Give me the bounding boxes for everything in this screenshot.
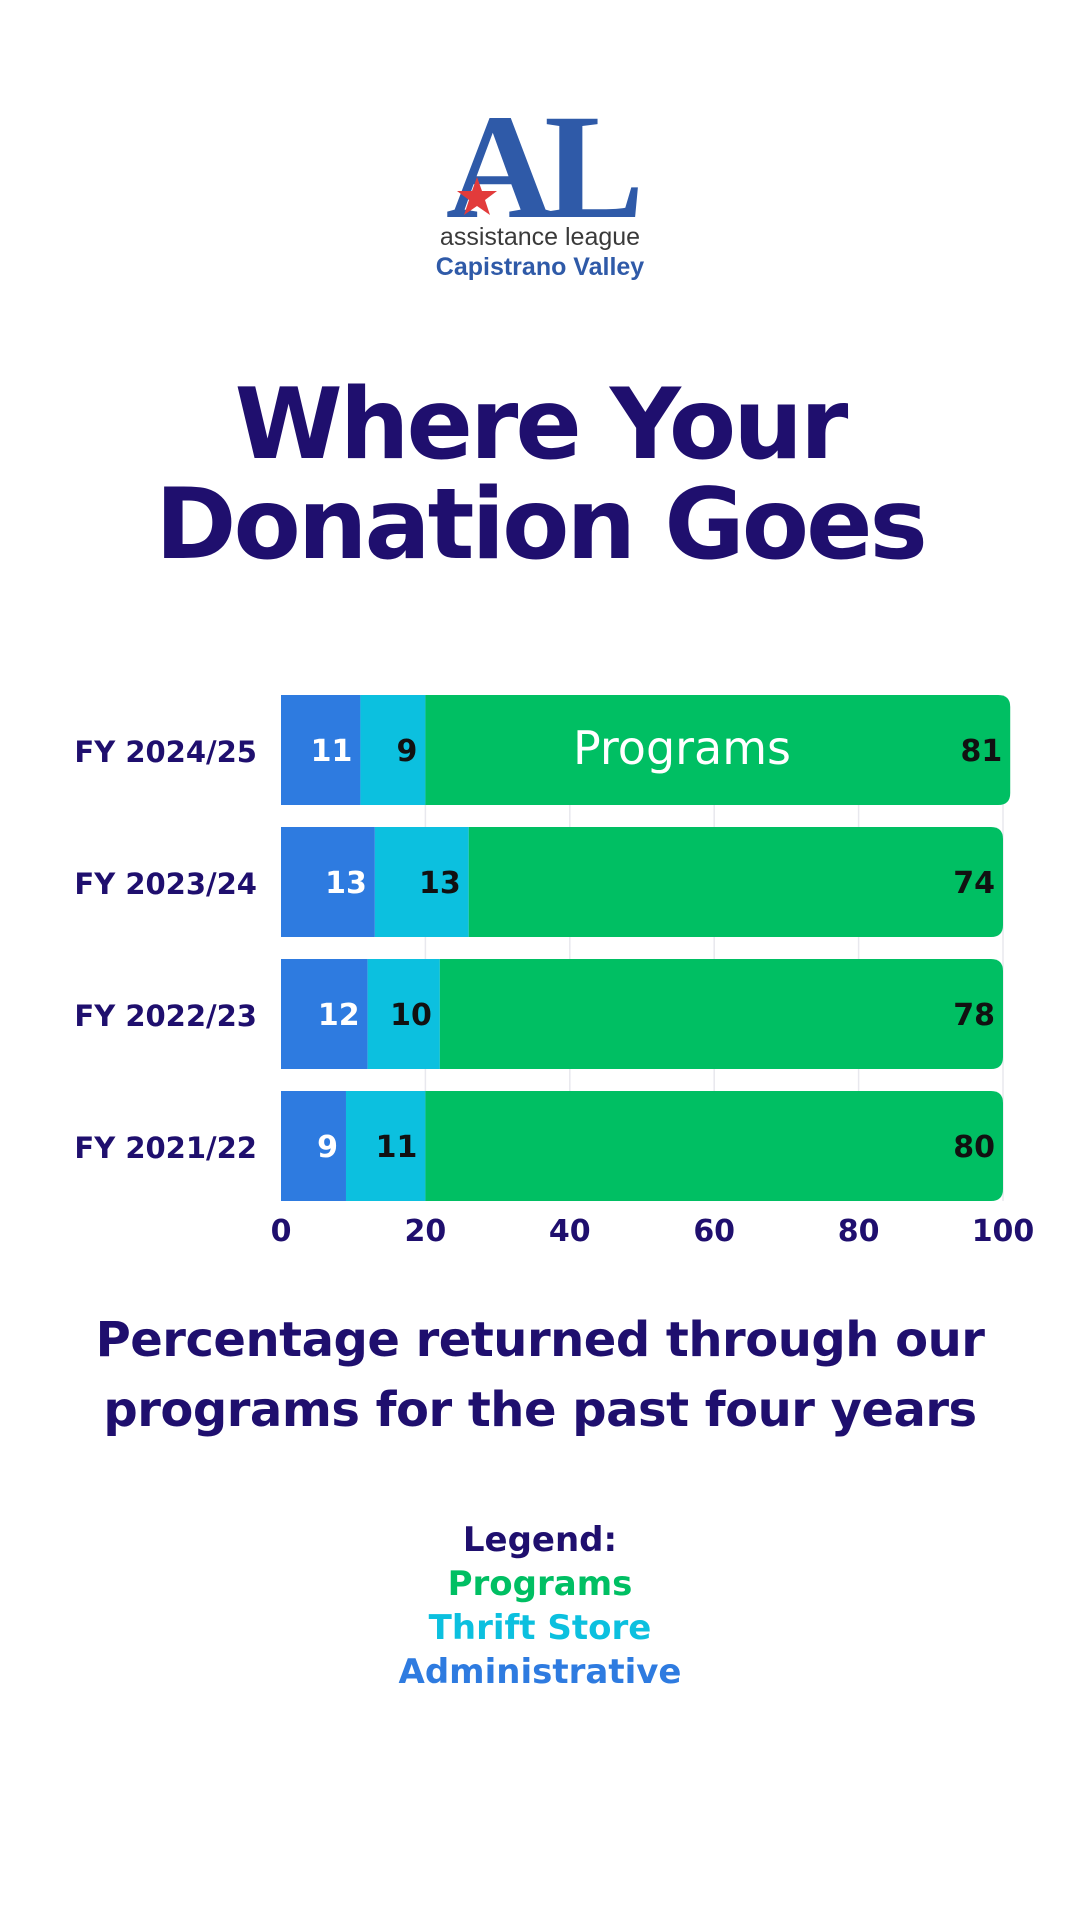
legend-item-administrative: Administrative	[398, 1652, 682, 1692]
chart-caption: Percentage returned through our programs…	[0, 1305, 1080, 1445]
x-tick-label: 80	[838, 1214, 880, 1249]
x-tick-label: 0	[271, 1214, 292, 1249]
data-label: 9	[317, 1130, 338, 1165]
assistance-league-logo: AL assistance league Capistrano Valley	[436, 95, 648, 280]
data-label: 74	[953, 866, 995, 901]
bar-administrative	[281, 959, 368, 1069]
x-tick-label: 100	[972, 1214, 1035, 1249]
bar-administrative	[281, 695, 361, 805]
donation-chart: FY 2024/25 11 9 81 Programs FY 2023/24 13 13 74 F…	[74, 695, 1035, 1249]
bar-thrift-store	[360, 695, 426, 805]
bar-programs	[439, 959, 1004, 1069]
data-label: 10	[390, 998, 432, 1033]
title-line-1: Where Your	[234, 368, 849, 482]
data-label: 13	[325, 866, 367, 901]
category-label: FY 2024/25	[74, 735, 257, 769]
legend-item-programs: Programs	[447, 1564, 633, 1604]
bar-programs	[425, 1091, 1003, 1201]
x-tick-label: 20	[405, 1214, 447, 1249]
bar-thrift-store	[345, 1091, 426, 1201]
bar-programs	[425, 695, 1011, 805]
bar-programs	[468, 827, 1004, 937]
data-label: 12	[318, 998, 360, 1033]
data-label: 11	[376, 1130, 418, 1165]
logo-monogram: AL	[446, 95, 638, 250]
category-label: FY 2023/24	[74, 867, 257, 901]
bar-annotation: Programs	[573, 721, 791, 775]
x-tick-label: 60	[693, 1214, 735, 1249]
caption-line-2: programs for the past four years	[103, 1382, 977, 1438]
bar-thrift-store	[374, 827, 469, 937]
page-title: Where Your Donation Goes	[0, 375, 1080, 575]
category-label: FY 2021/22	[74, 1131, 257, 1165]
data-label: 80	[953, 1130, 995, 1165]
data-label: 11	[311, 734, 353, 769]
logo-line2: Capistrano Valley	[436, 253, 645, 280]
star-icon	[457, 177, 497, 215]
data-label: 81	[960, 734, 1002, 769]
bar-administrative	[281, 1091, 346, 1201]
x-tick-label: 40	[549, 1214, 591, 1249]
legend: Legend: Programs Thrift Store Administra…	[0, 1518, 1080, 1694]
title-line-2: Donation Goes	[155, 468, 928, 582]
caption-line-1: Percentage returned through our	[95, 1312, 985, 1368]
data-label: 78	[953, 998, 995, 1033]
data-label: 13	[419, 866, 461, 901]
bar-thrift-store	[367, 959, 440, 1069]
legend-item-thrift-store: Thrift Store	[428, 1608, 652, 1648]
data-label: 9	[397, 734, 418, 769]
bar-administrative	[281, 827, 375, 937]
logo-line1: assistance league	[440, 223, 640, 251]
category-label: FY 2022/23	[74, 999, 257, 1033]
legend-heading: Legend:	[462, 1520, 618, 1560]
